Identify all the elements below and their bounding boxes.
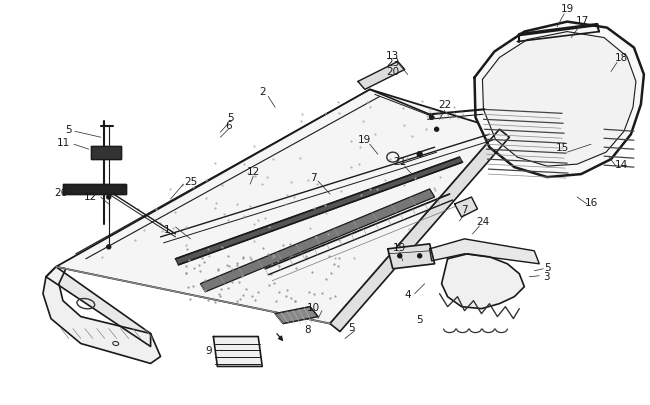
Text: 8: 8 — [305, 324, 311, 334]
Text: 19: 19 — [393, 242, 406, 252]
Circle shape — [430, 116, 434, 120]
Text: 21: 21 — [393, 157, 406, 167]
Text: 5: 5 — [417, 314, 423, 324]
Text: 5: 5 — [544, 262, 551, 272]
Text: 9: 9 — [205, 345, 212, 356]
Text: 24: 24 — [476, 216, 489, 226]
Polygon shape — [176, 158, 463, 265]
Text: 4: 4 — [404, 289, 411, 299]
Text: 15: 15 — [556, 143, 569, 153]
Text: 25: 25 — [184, 177, 197, 187]
Text: 5: 5 — [66, 125, 72, 135]
Text: 20: 20 — [386, 67, 399, 77]
Text: 12: 12 — [84, 192, 98, 202]
Text: 2: 2 — [259, 87, 266, 97]
Text: 26: 26 — [55, 188, 68, 198]
Polygon shape — [63, 185, 125, 194]
Text: 6: 6 — [225, 121, 231, 131]
Polygon shape — [46, 267, 151, 347]
Polygon shape — [430, 239, 540, 264]
Polygon shape — [330, 130, 510, 332]
Text: 7: 7 — [310, 173, 317, 183]
Polygon shape — [91, 147, 121, 160]
Polygon shape — [388, 244, 435, 269]
Text: 1: 1 — [164, 224, 171, 234]
Text: 14: 14 — [614, 160, 628, 170]
Text: 23: 23 — [386, 58, 399, 68]
Text: 3: 3 — [543, 271, 549, 281]
Text: 12: 12 — [246, 167, 260, 177]
Polygon shape — [358, 62, 405, 90]
Text: 10: 10 — [307, 302, 320, 312]
Circle shape — [418, 254, 422, 258]
Text: 16: 16 — [584, 198, 598, 207]
Polygon shape — [56, 90, 499, 324]
Polygon shape — [482, 32, 636, 167]
Circle shape — [398, 254, 402, 258]
Text: 22: 22 — [438, 100, 451, 110]
Circle shape — [107, 196, 111, 200]
Text: 18: 18 — [614, 53, 628, 63]
Text: 5: 5 — [348, 322, 355, 332]
Text: 19: 19 — [358, 135, 372, 145]
Circle shape — [417, 152, 422, 157]
Text: 11: 11 — [57, 138, 70, 148]
Text: 19: 19 — [560, 4, 574, 14]
Text: 5: 5 — [227, 113, 233, 123]
Circle shape — [107, 245, 111, 249]
Polygon shape — [454, 198, 478, 217]
Polygon shape — [441, 254, 525, 309]
Text: 7: 7 — [462, 205, 468, 214]
Polygon shape — [43, 267, 161, 364]
Polygon shape — [275, 307, 318, 324]
Text: 13: 13 — [386, 50, 399, 60]
Polygon shape — [200, 190, 435, 292]
Text: 17: 17 — [575, 15, 589, 26]
Polygon shape — [474, 23, 644, 178]
Polygon shape — [213, 337, 262, 367]
Circle shape — [435, 128, 439, 132]
